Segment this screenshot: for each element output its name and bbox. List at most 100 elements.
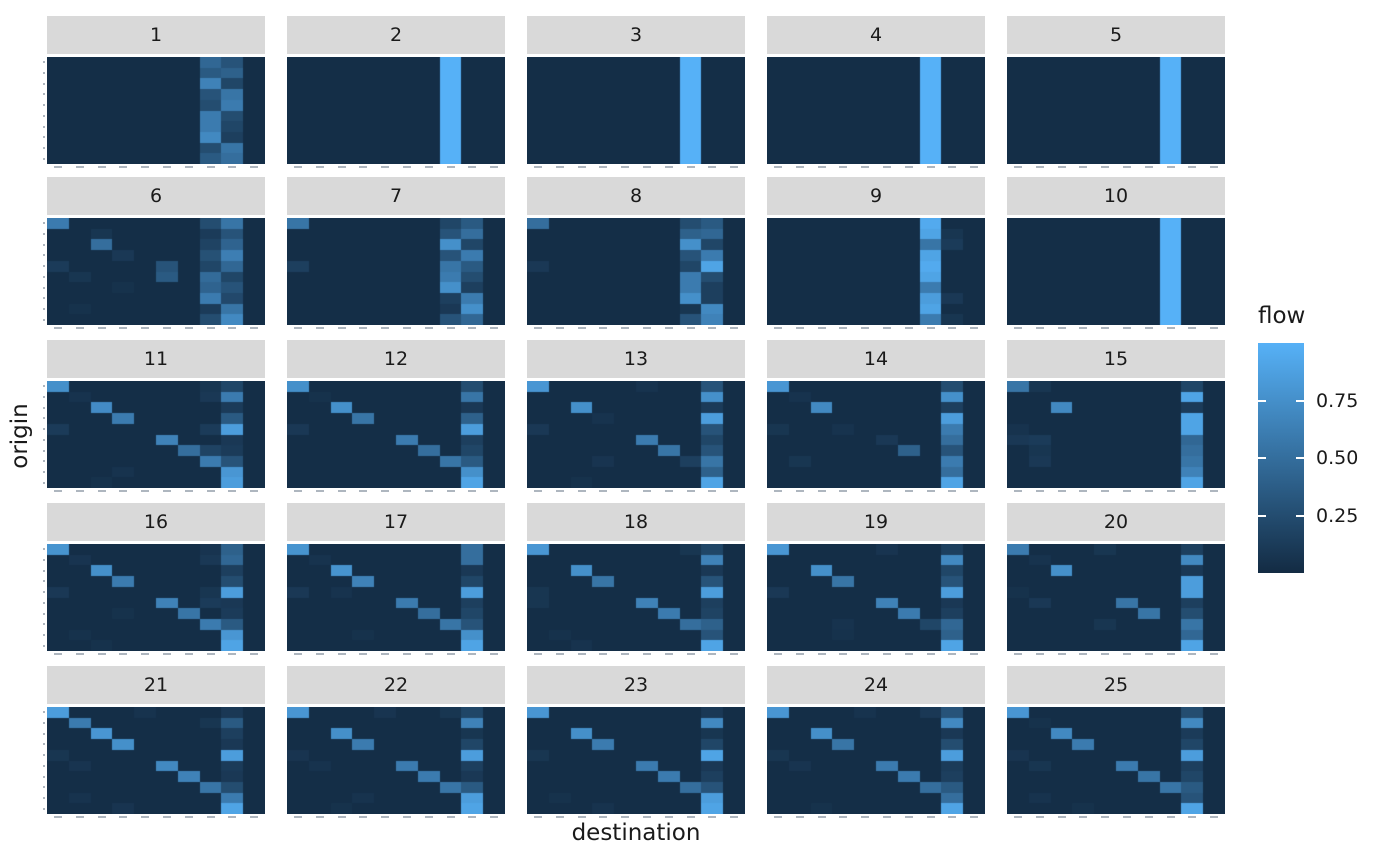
facet-strip-label: 3	[629, 23, 643, 46]
y-axis-tick	[43, 754, 45, 757]
x-axis-tick	[882, 490, 891, 492]
x-axis-tick	[97, 490, 106, 492]
facet-strip-label: 20	[1103, 510, 1129, 533]
y-axis-tick	[43, 786, 45, 789]
x-axis-tick	[337, 653, 346, 655]
y-axis-tick	[43, 61, 45, 64]
y-axis-tick	[43, 559, 45, 562]
x-axis-tick	[315, 327, 324, 329]
x-axis-tick	[621, 653, 630, 655]
heatmap-cells-canvas	[1007, 57, 1225, 164]
heatmap-cells-canvas	[767, 544, 985, 651]
heatmap-cells-canvas	[767, 218, 985, 325]
y-axis-tick	[43, 125, 45, 128]
x-axis-tick	[555, 490, 564, 492]
y-axis-tick	[43, 580, 45, 583]
x-axis-tick	[293, 816, 302, 818]
x-axis-tick	[468, 653, 477, 655]
x-axis-tick	[1057, 490, 1066, 492]
facet-heatmap-panel	[287, 57, 505, 164]
x-axis-tick	[861, 816, 870, 818]
x-axis-tick	[315, 653, 324, 655]
x-axis-tick	[882, 816, 891, 818]
facet-strip: 5	[1007, 16, 1225, 54]
facet-strip-label: 2	[389, 23, 403, 46]
facet-strip-label: 6	[149, 184, 163, 207]
x-axis-tick	[817, 327, 826, 329]
heatmap-cells-canvas	[527, 707, 745, 814]
x-axis-tick	[882, 653, 891, 655]
x-axis-tick	[446, 166, 455, 168]
x-axis-tick	[402, 327, 411, 329]
x-axis-tick	[1101, 166, 1110, 168]
x-axis-tick	[75, 816, 84, 818]
x-axis-tick	[206, 653, 215, 655]
x-axis-tick	[795, 816, 804, 818]
x-axis-tick	[141, 490, 150, 492]
y-axis-tick	[43, 243, 45, 246]
x-axis-tick	[599, 816, 608, 818]
y-axis-tick	[43, 732, 45, 735]
x-axis-tick	[446, 816, 455, 818]
x-axis-tick	[642, 816, 651, 818]
x-axis-tick	[708, 816, 717, 818]
legend-tick-mark	[1296, 457, 1304, 459]
facet-strip: 12	[287, 340, 505, 378]
x-axis-tick	[402, 653, 411, 655]
x-axis-tick	[1144, 653, 1153, 655]
x-axis-tick	[1013, 816, 1022, 818]
facet-strip: 10	[1007, 177, 1225, 215]
facet-heatmap-panel	[287, 381, 505, 488]
x-axis-tick	[926, 490, 935, 492]
x-axis-tick	[839, 816, 848, 818]
x-axis-tick	[926, 653, 935, 655]
legend-tick-label: 0.50	[1316, 447, 1359, 469]
x-axis-tick	[730, 816, 739, 818]
x-axis-tick	[75, 653, 84, 655]
x-axis-tick	[359, 816, 368, 818]
x-axis-tick	[708, 490, 717, 492]
x-axis-tick	[1057, 327, 1066, 329]
x-axis-tick	[162, 653, 171, 655]
x-axis-tick	[490, 816, 499, 818]
x-axis-tick	[315, 816, 324, 818]
x-axis-tick	[1122, 816, 1131, 818]
x-axis-tick	[381, 327, 390, 329]
x-axis-tick	[162, 816, 171, 818]
x-axis-tick	[861, 327, 870, 329]
x-axis-tick	[686, 327, 695, 329]
x-axis-tick	[381, 166, 390, 168]
heatmap-cells-canvas	[287, 544, 505, 651]
facet-heatmap-panel	[527, 218, 745, 325]
legend-tick-mark	[1258, 399, 1266, 402]
facet-strip-label: 5	[1109, 23, 1123, 46]
x-axis-tick	[184, 490, 193, 492]
heatmap-cells-canvas	[47, 707, 265, 814]
facet-strip: 14	[767, 340, 985, 378]
x-axis-tick	[773, 166, 782, 168]
x-axis-tick	[1079, 653, 1088, 655]
facet-heatmap-panel	[1007, 544, 1225, 651]
x-axis-tick	[1188, 653, 1197, 655]
x-axis-tick	[490, 166, 499, 168]
facet-heatmap-panel	[767, 707, 985, 814]
facet-strip: 11	[47, 340, 265, 378]
y-axis-tick	[43, 470, 45, 473]
heatmap-cells-canvas	[1007, 544, 1225, 651]
heatmap-cells-canvas	[767, 57, 985, 164]
x-axis-tick	[904, 490, 913, 492]
x-axis-tick	[184, 816, 193, 818]
x-axis-tick	[1101, 490, 1110, 492]
x-axis-tick	[948, 327, 957, 329]
facet-strip: 24	[767, 666, 985, 704]
x-axis-tick	[555, 327, 564, 329]
facet-strip-label: 19	[863, 510, 889, 533]
x-axis-tick	[97, 166, 106, 168]
x-axis-tick	[1210, 816, 1219, 818]
facet-heatmap-panel	[527, 381, 745, 488]
x-axis-tick	[926, 327, 935, 329]
y-axis-tick	[43, 449, 45, 452]
facet-strip-label: 11	[143, 347, 169, 370]
x-axis-tick	[424, 653, 433, 655]
y-axis-tick	[43, 807, 45, 810]
